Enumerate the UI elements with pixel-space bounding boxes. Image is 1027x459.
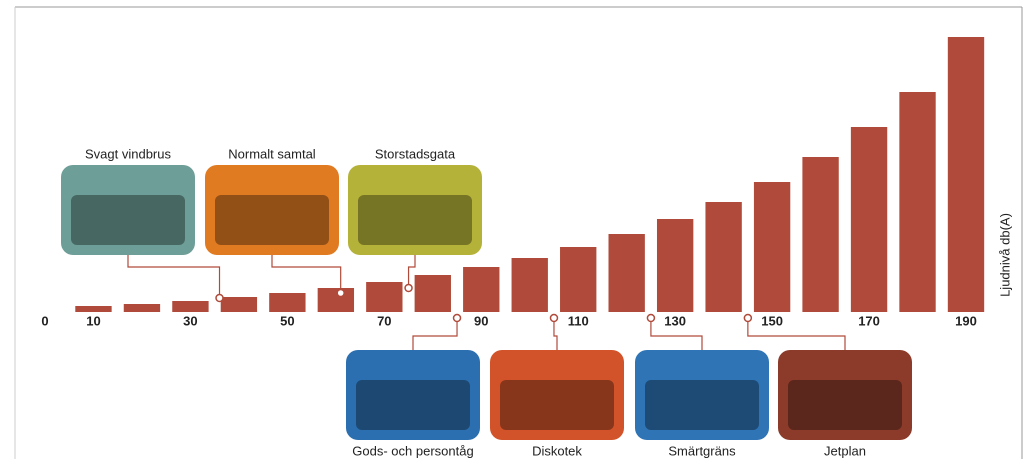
bar [221,297,257,312]
bar [269,293,305,312]
annotation-label: Normalt samtal [228,146,316,161]
bar [415,275,451,312]
bar [657,219,693,312]
annotation-image-shade [645,380,759,430]
bar [124,304,160,312]
annotation-label: Storstadsgata [375,146,456,161]
leader-line [413,318,457,350]
annotation-label: Diskotek [532,443,582,458]
annotation-label: Smärtgräns [668,443,736,458]
annotation-point [337,290,344,297]
annotation-label: Gods- och persontåg [352,443,473,458]
leader-line [554,318,557,350]
bar [948,37,984,312]
annotation-image-shade [500,380,614,430]
bar [899,92,935,312]
x-tick-label: 130 [664,313,686,328]
x-tick-label: 70 [377,313,391,328]
annotation-point [647,315,654,322]
annotation-point [744,315,751,322]
x-tick-label: 0 [41,313,48,328]
x-tick-label: 50 [280,313,294,328]
x-tick-label: 10 [86,313,100,328]
bar [172,301,208,312]
annotation-image-shade [356,380,470,430]
x-tick-label: 30 [183,313,197,328]
bar [366,282,402,312]
bar [754,182,790,312]
annotation-image-shade [358,195,472,245]
x-tick-label: 110 [568,313,589,328]
bar [512,258,548,312]
bar [802,157,838,312]
annotation-point [216,295,223,302]
annotation-point [405,285,412,292]
annotation-image-shade [215,195,329,245]
bar [318,288,354,312]
x-tick-label: 170 [858,313,880,328]
bar [851,127,887,312]
leader-line [272,255,341,293]
bar [705,202,741,312]
bar [609,234,645,312]
bar [75,306,111,312]
leader-line [409,255,415,288]
y-axis-label: Ljudnivå db(A) [997,213,1012,297]
leader-line [128,255,220,298]
annotation-label: Jetplan [824,443,866,458]
annotation-image-shade [788,380,902,430]
bar [560,247,596,312]
annotation-point [550,315,557,322]
chart: Ljudnivå db(A) 0 10 30 50 70 90 110 130 150 170 19… [0,0,1027,459]
x-tick-label: 90 [474,313,488,328]
annotation-point [454,315,461,322]
x-tick-label: 190 [955,313,977,328]
bar [463,267,499,312]
annotation-label: Svagt vindbrus [85,146,171,161]
annotation-image-shade [71,195,185,245]
x-tick-label: 150 [761,313,783,328]
